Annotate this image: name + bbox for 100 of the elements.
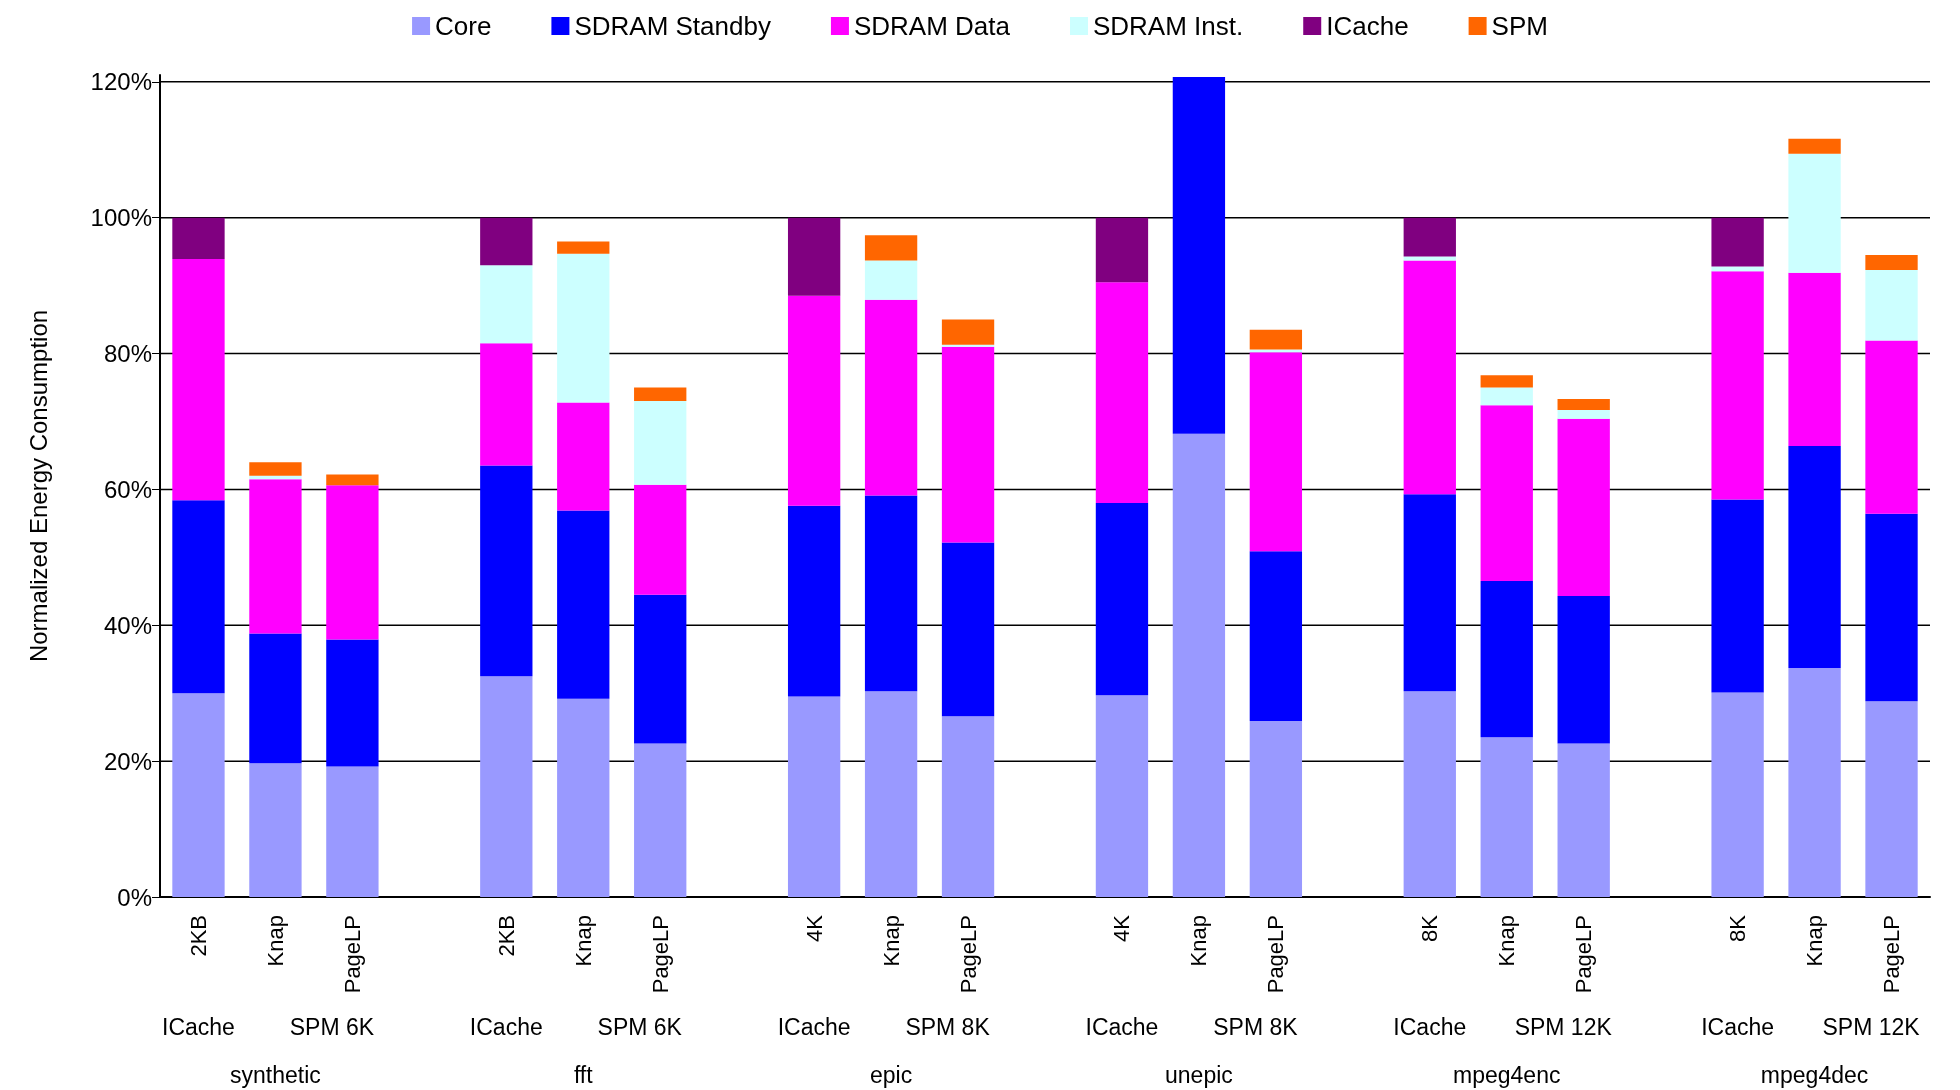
bar (1249, 349, 1303, 353)
bar (1095, 502, 1149, 696)
x-tick-label: PageLP (1879, 915, 1905, 994)
y-tick-label: 40% (103, 611, 152, 639)
bar (480, 265, 533, 344)
bar (480, 676, 533, 897)
bar (326, 766, 379, 897)
text: ICache (777, 1014, 851, 1040)
bar (1249, 329, 1303, 350)
bar (557, 253, 610, 403)
bar (1172, 433, 1226, 897)
text: epic (869, 1062, 913, 1088)
x-tick-label: PageLP (339, 915, 365, 994)
bar (1711, 271, 1764, 500)
bar (1865, 701, 1918, 897)
bar (1403, 691, 1456, 897)
x-tick-label: Knap (1186, 915, 1212, 967)
bar (864, 691, 918, 897)
x-tick-label: 8K (1417, 914, 1443, 942)
bar (172, 500, 225, 694)
bar (480, 465, 533, 677)
x-tick-label: PageLP (1571, 915, 1597, 994)
text: mpeg4enc (1453, 1062, 1561, 1088)
bar (864, 495, 918, 692)
bar (249, 763, 302, 897)
text: SPM 12K (1514, 1014, 1613, 1040)
y-tick-label: 60% (103, 475, 152, 503)
bar (787, 505, 841, 697)
bar (634, 484, 687, 595)
bar (634, 401, 687, 485)
bar (1095, 282, 1149, 503)
bar (1711, 692, 1764, 897)
bar (1480, 581, 1533, 738)
bar (249, 462, 302, 476)
bar (1172, 77, 1226, 434)
bar (172, 693, 225, 897)
bar (1095, 695, 1149, 897)
bar (1711, 499, 1764, 693)
bar (787, 217, 841, 296)
bar (1865, 269, 1918, 341)
x-tick-label: PageLP (1263, 915, 1289, 994)
y-tick-label: 100% (90, 204, 152, 232)
bar (1788, 138, 1841, 154)
legend-label: Core (435, 11, 492, 41)
bar (1865, 340, 1918, 514)
bar (1557, 418, 1610, 597)
x-tick-label: 2KB (493, 915, 519, 957)
x-tick-label: 8K (1725, 914, 1751, 942)
bar (557, 241, 610, 254)
text: ICache (162, 1014, 235, 1040)
text: SPM 12K (1822, 1014, 1921, 1040)
bar (1403, 260, 1456, 495)
bar (787, 295, 841, 506)
text: fft (573, 1062, 594, 1088)
bar (249, 633, 302, 764)
legend-label: SDRAM Inst. (1092, 11, 1244, 41)
x-tick-label: PageLP (647, 915, 673, 994)
legend-label: SDRAM Data (853, 11, 1011, 41)
bar (1865, 255, 1918, 270)
bar (787, 696, 841, 897)
bar (1788, 668, 1841, 897)
bar (1788, 445, 1841, 669)
text: ICache (1701, 1014, 1775, 1040)
x-tick-label: 2KB (185, 915, 211, 957)
bar (1557, 596, 1610, 744)
y-tick-label: 120% (90, 68, 152, 96)
bar (480, 343, 533, 466)
text: SPM 8K (905, 1014, 991, 1040)
bar (864, 260, 918, 300)
bar (172, 259, 225, 501)
bar (1095, 217, 1149, 283)
text: ICache (1393, 1014, 1467, 1040)
text: ICache (1085, 1014, 1159, 1040)
bar (864, 235, 918, 261)
x-tick-label: PageLP (955, 915, 981, 994)
bar (941, 346, 995, 543)
bar (634, 387, 687, 402)
bar (634, 743, 687, 897)
bar (1480, 737, 1533, 897)
bar (172, 217, 225, 260)
bar (1557, 743, 1610, 897)
x-tick-label: Knap (1802, 915, 1828, 967)
bar (1480, 405, 1533, 582)
bar (1403, 494, 1456, 692)
y-tick-label: 20% (103, 747, 152, 775)
bar (326, 474, 379, 486)
bar (1788, 272, 1841, 446)
bar (1788, 153, 1841, 273)
x-tick-label: 4K (801, 914, 827, 942)
y-axis-title: Normalized Energy Consumption (24, 309, 52, 663)
bar (1480, 375, 1533, 388)
text: SPM 6K (289, 1014, 375, 1040)
bar (326, 639, 379, 767)
bar (941, 716, 995, 897)
text: unepic (1165, 1062, 1233, 1088)
bar (557, 698, 610, 897)
bar (1557, 409, 1610, 419)
bar (864, 299, 918, 496)
legend-label: SPM (1491, 11, 1548, 41)
text: SPM 8K (1213, 1014, 1299, 1040)
